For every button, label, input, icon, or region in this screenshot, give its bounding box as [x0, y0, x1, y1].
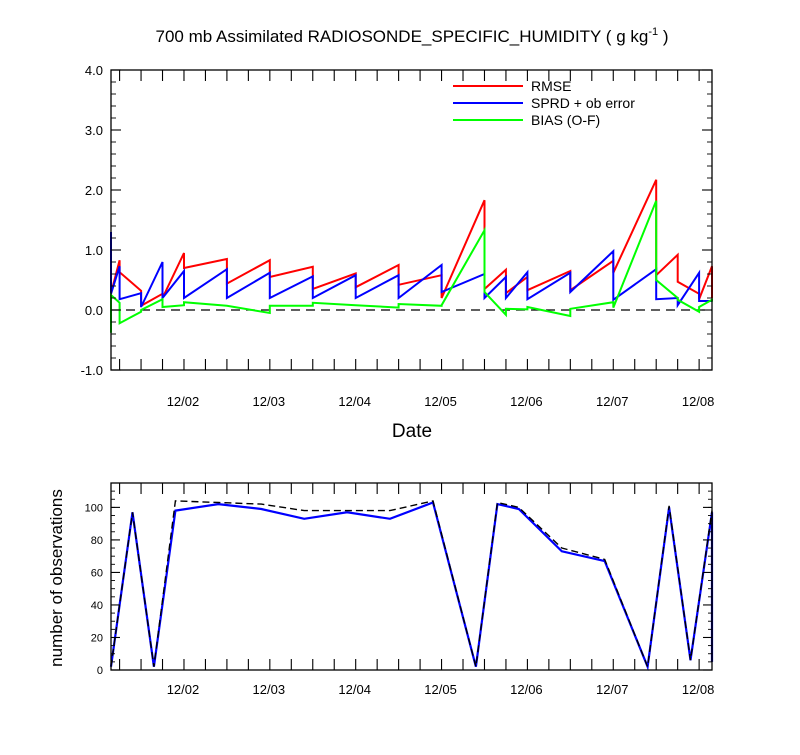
y-tick-label: 3.0: [85, 123, 103, 138]
x-tick-label: 12/08: [682, 682, 715, 697]
x-tick-label: 12/07: [596, 682, 629, 697]
y-tick-label: 4.0: [85, 63, 103, 78]
x-tick-label: 12/05: [424, 682, 457, 697]
legend-label: RMSE: [531, 78, 571, 94]
bottom-plot-frame: [110, 482, 713, 671]
legend-label: SPRD + ob error: [531, 95, 635, 111]
series-line-bias-o-f: [110, 200, 713, 333]
y-tick-label: 20: [91, 632, 103, 644]
y-tick-label: 60: [91, 567, 103, 579]
y-tick-label: 0.0: [85, 303, 103, 318]
x-tick-label: 12/02: [167, 394, 200, 409]
top-panel: -1.0 0.0 1.0 2.0 3.0 4.0 12/02 12/03 12/04 12/05…: [81, 63, 715, 409]
y-axis-label: number of observations: [47, 489, 66, 667]
series-line-sprd-ob-error: [110, 232, 712, 309]
y-tick-label: 80: [91, 535, 103, 547]
y-tick-label: -1.0: [81, 363, 103, 378]
y-tick-label: 2.0: [85, 183, 103, 198]
x-tick-label: 12/04: [338, 682, 371, 697]
y-tick-label: 0: [97, 665, 103, 677]
x-tick-label: 12/03: [253, 682, 286, 697]
x-tick-label: 12/07: [596, 394, 629, 409]
chart-title: 700 mb Assimilated RADIOSONDE_SPECIFIC_H…: [156, 26, 669, 46]
series-line-possible-obs: [110, 500, 713, 670]
x-tick-label: 12/04: [338, 394, 371, 409]
series-line-used-obs: [109, 501, 714, 671]
y-tick-label: 100: [85, 502, 103, 514]
x-tick-label: 12/06: [510, 682, 543, 697]
x-axis-label: Date: [392, 421, 432, 442]
top-plot-frame: [110, 69, 713, 371]
x-tick-label: 12/06: [510, 394, 543, 409]
bottom-panel: 0 20 40 60 80 100 12/02 12/03 12/04 12/05 12/06 12…: [85, 482, 715, 697]
legend-label: BIAS (O-F): [531, 112, 600, 128]
y-tick-label: 40: [91, 600, 103, 612]
x-tick-label: 12/08: [682, 394, 715, 409]
x-tick-label: 12/03: [253, 394, 286, 409]
y-tick-label: 1.0: [85, 243, 103, 258]
x-tick-label: 12/02: [167, 682, 200, 697]
x-tick-label: 12/05: [424, 394, 457, 409]
